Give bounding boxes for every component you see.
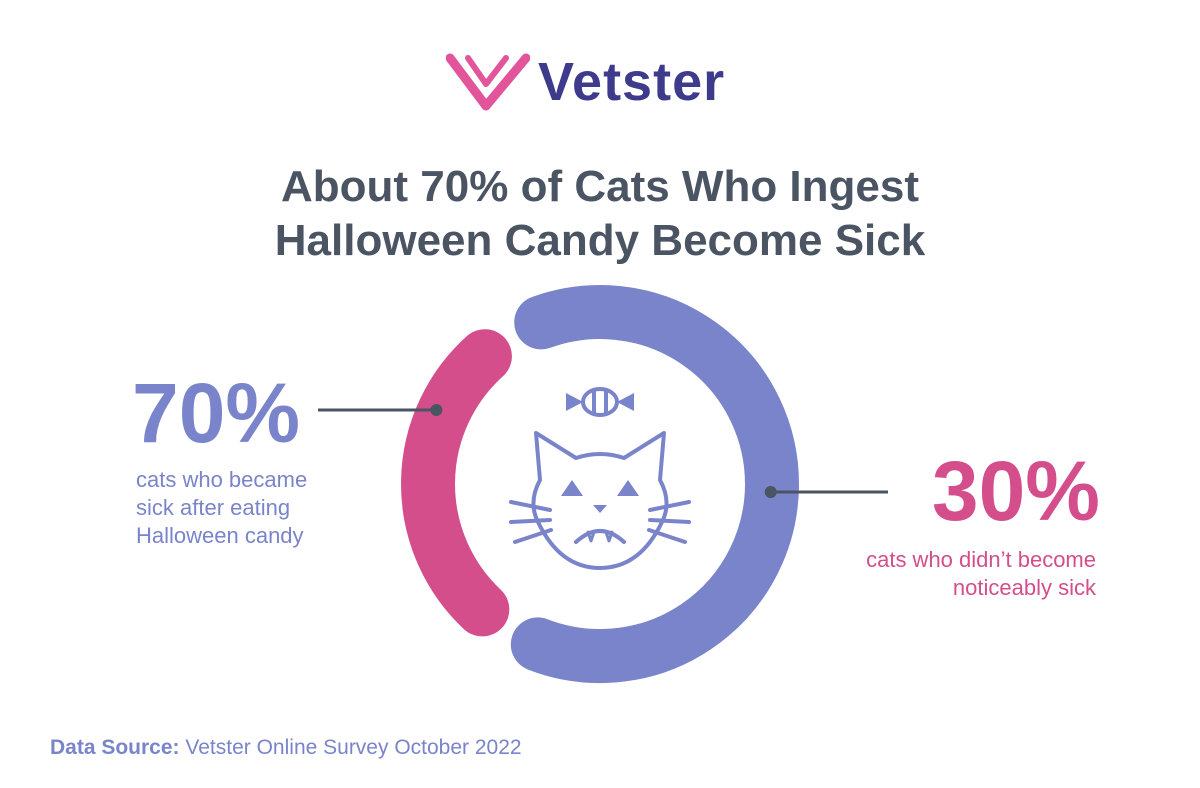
data-source: Data Source: Vetster Online Survey Octob…	[50, 734, 522, 762]
desc-sick-line-3: Halloween candy	[136, 523, 304, 548]
donut-slice-sick	[510, 285, 799, 684]
slice-description-sick: cats who became sick after eating Hallow…	[136, 466, 366, 550]
sick-cat-with-candy-icon	[509, 387, 691, 570]
desc-sick-line-2: sick after eating	[136, 495, 291, 520]
candy-body	[581, 387, 619, 417]
candy-wrapper-right	[617, 393, 634, 411]
slice-label-sick-percent: 70%	[132, 366, 301, 460]
data-source-text: Vetster Online Survey October 2022	[185, 736, 522, 759]
donut-slice-not-sick	[401, 329, 512, 637]
desc-not-sick-line-1: cats who didn’t become	[866, 547, 1096, 572]
vetster-logo-icon	[446, 53, 530, 111]
title-line-2: Halloween Candy Become Sick	[274, 216, 926, 265]
page-title: About 70% of Cats Who Ingest Halloween C…	[150, 160, 1050, 268]
cat-right-eye	[617, 480, 639, 496]
slice-label-not-sick-percent: 30%	[931, 444, 1100, 538]
desc-sick-line-1: cats who became	[136, 467, 308, 492]
desc-not-sick-line-2: noticeably sick	[952, 575, 1096, 600]
cat-left-eye	[561, 480, 583, 496]
brand-logo: Vetster	[446, 50, 766, 114]
connector-dot-not-sick	[764, 486, 777, 498]
brand-name: Vetster	[538, 52, 726, 112]
title-line-1: About 70% of Cats Who Ingest	[281, 162, 919, 211]
slice-description-not-sick: cats who didn’t become noticeably sick	[800, 546, 1096, 602]
data-source-label: Data Source:	[50, 736, 180, 759]
candy-wrapper-left	[566, 393, 583, 411]
cat-frown	[574, 529, 626, 544]
cat-head	[531, 431, 669, 570]
connector-dot-sick	[430, 404, 443, 416]
